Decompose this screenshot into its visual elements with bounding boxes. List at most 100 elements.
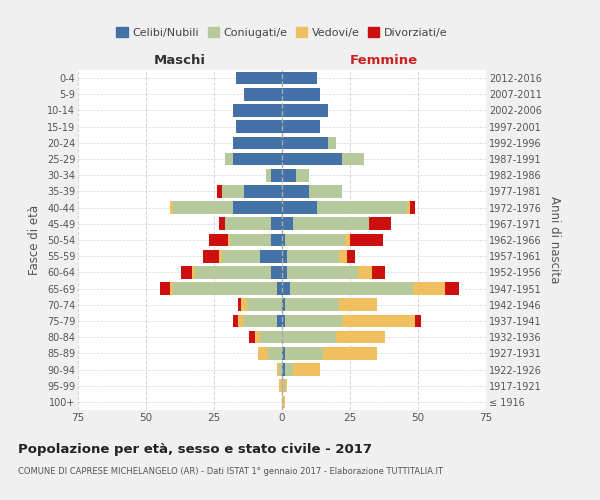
Bar	[339, 250, 347, 262]
Bar	[236, 72, 282, 85]
Bar	[244, 88, 282, 101]
Bar	[268, 347, 282, 360]
Bar	[282, 363, 285, 376]
Bar	[173, 202, 233, 214]
Bar	[233, 202, 282, 214]
Bar	[195, 266, 271, 278]
Bar	[317, 202, 407, 214]
Bar	[282, 88, 320, 101]
Bar	[445, 282, 459, 295]
Bar	[282, 396, 285, 408]
Text: Maschi: Maschi	[154, 54, 206, 67]
Bar	[282, 380, 285, 392]
Bar	[247, 298, 282, 311]
Bar	[282, 266, 287, 278]
Bar	[285, 298, 339, 311]
Text: Femmine: Femmine	[350, 54, 418, 67]
Bar	[282, 347, 285, 360]
Bar	[271, 169, 282, 181]
Bar	[282, 250, 287, 262]
Bar	[220, 250, 222, 262]
Bar	[255, 331, 260, 344]
Bar	[372, 266, 385, 278]
Bar	[271, 218, 282, 230]
Bar	[170, 282, 173, 295]
Bar	[203, 250, 220, 262]
Bar	[170, 202, 173, 214]
Bar	[277, 314, 282, 328]
Bar	[277, 363, 279, 376]
Bar	[342, 152, 364, 166]
Bar	[192, 266, 195, 278]
Bar	[244, 185, 282, 198]
Bar	[290, 282, 413, 295]
Bar	[282, 136, 328, 149]
Bar	[279, 380, 282, 392]
Bar	[225, 218, 271, 230]
Bar	[282, 104, 328, 117]
Bar	[342, 314, 415, 328]
Bar	[271, 266, 282, 278]
Bar	[282, 169, 296, 181]
Bar	[222, 185, 244, 198]
Bar	[233, 136, 282, 149]
Bar	[407, 202, 410, 214]
Bar	[282, 218, 293, 230]
Bar	[279, 363, 282, 376]
Bar	[287, 250, 339, 262]
Bar	[282, 282, 290, 295]
Bar	[369, 218, 391, 230]
Bar	[282, 72, 317, 85]
Bar	[285, 234, 344, 246]
Bar	[287, 266, 358, 278]
Bar	[358, 266, 372, 278]
Bar	[282, 314, 285, 328]
Bar	[225, 152, 233, 166]
Bar	[285, 314, 342, 328]
Bar	[337, 331, 385, 344]
Bar	[277, 282, 282, 295]
Bar	[271, 234, 282, 246]
Bar	[266, 169, 271, 181]
Bar	[233, 152, 282, 166]
Bar	[217, 185, 222, 198]
Bar	[415, 314, 421, 328]
Y-axis label: Fasce di età: Fasce di età	[28, 205, 41, 275]
Bar	[173, 282, 277, 295]
Bar	[241, 298, 247, 311]
Bar	[282, 185, 309, 198]
Bar	[230, 234, 271, 246]
Legend: Celibi/Nubili, Coniugati/e, Vedovi/e, Divorziati/e: Celibi/Nubili, Coniugati/e, Vedovi/e, Di…	[112, 23, 452, 42]
Bar	[282, 120, 320, 133]
Bar	[347, 250, 355, 262]
Text: COMUNE DI CAPRESE MICHELANGELO (AR) - Dati ISTAT 1° gennaio 2017 - Elaborazione : COMUNE DI CAPRESE MICHELANGELO (AR) - Da…	[18, 468, 443, 476]
Bar	[328, 136, 337, 149]
Y-axis label: Anni di nascita: Anni di nascita	[548, 196, 561, 284]
Bar	[209, 234, 227, 246]
Bar	[236, 120, 282, 133]
Bar	[238, 298, 241, 311]
Bar	[257, 347, 268, 360]
Bar	[344, 234, 350, 246]
Bar	[293, 218, 369, 230]
Bar	[233, 314, 238, 328]
Bar	[233, 104, 282, 117]
Bar	[260, 250, 282, 262]
Bar	[282, 234, 285, 246]
Bar	[413, 282, 445, 295]
Bar	[285, 347, 323, 360]
Bar	[282, 331, 337, 344]
Bar	[309, 185, 342, 198]
Bar	[220, 218, 225, 230]
Bar	[282, 202, 317, 214]
Bar	[323, 347, 377, 360]
Bar	[282, 298, 285, 311]
Bar	[339, 298, 377, 311]
Bar	[238, 314, 244, 328]
Bar	[285, 363, 293, 376]
Bar	[181, 266, 192, 278]
Bar	[250, 331, 255, 344]
Bar	[350, 234, 383, 246]
Bar	[410, 202, 415, 214]
Bar	[160, 282, 170, 295]
